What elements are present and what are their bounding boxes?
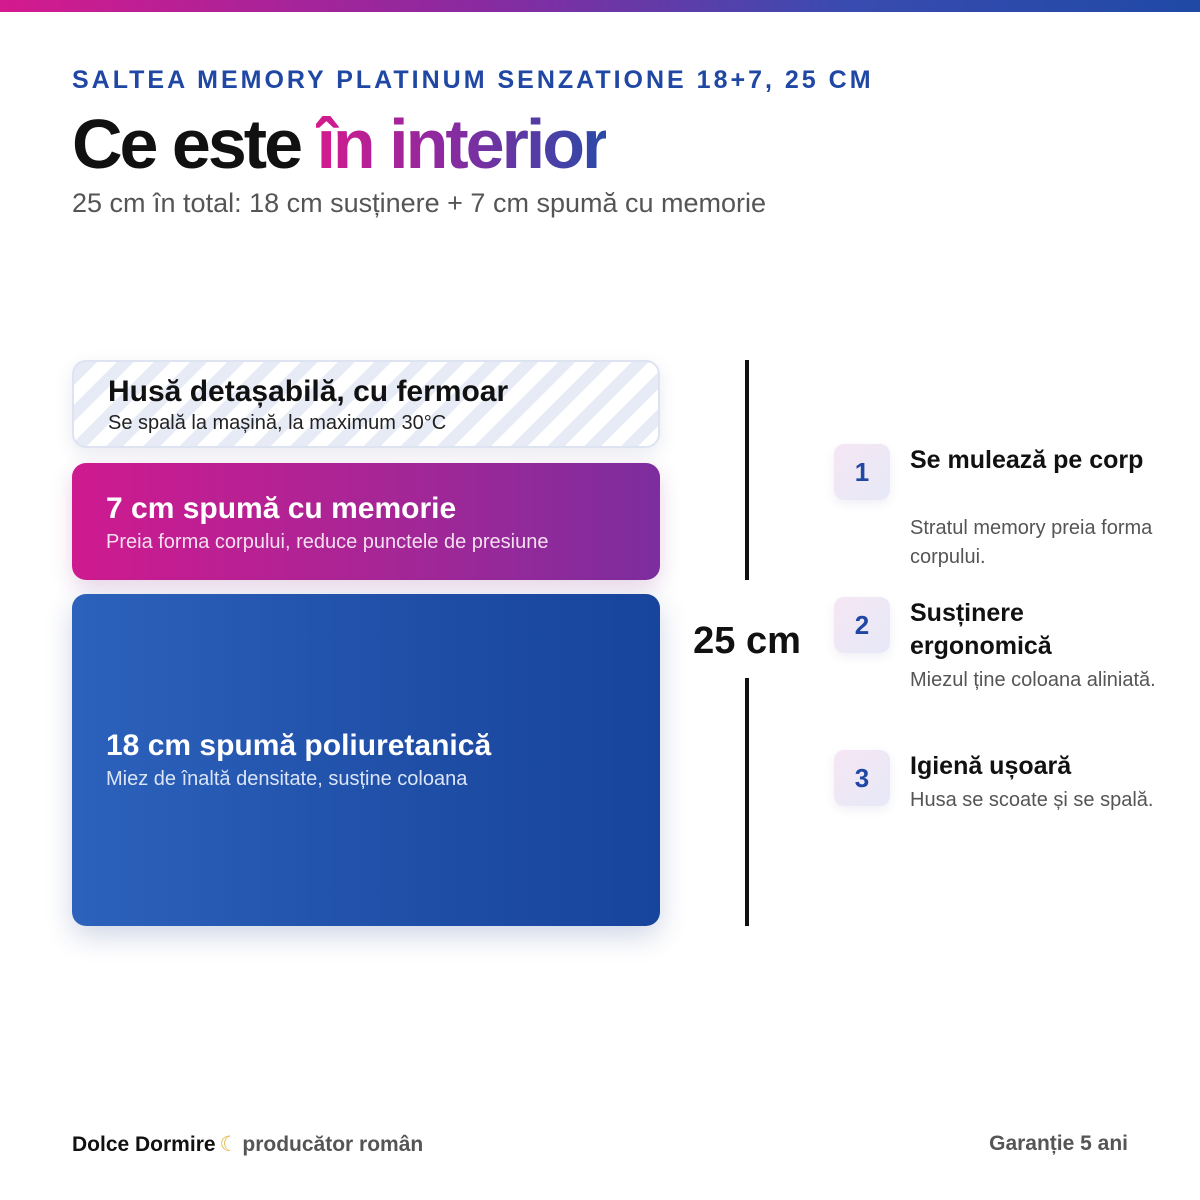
layer-cover: Husă detașabilă, cu fermoar Se spală la … (72, 360, 660, 448)
warranty-note: Garanție 5 ani (989, 1132, 1128, 1155)
brand-name: Dolce Dormire (72, 1133, 216, 1156)
layer-name: 18 cm spumă poliuretanică (106, 729, 492, 762)
product-name: SALTEA MEMORY PLATINUM SENZATIONE 18+7, … (72, 66, 874, 94)
title-start: Ce este (72, 105, 317, 183)
title-accent: în interior (316, 105, 609, 183)
layer-name: 7 cm spumă cu memorie (106, 492, 457, 525)
dimension-label: 25 cm (693, 620, 801, 662)
footer-brand: Dolce Dormire ☾ producător român (72, 1132, 423, 1157)
layer-polyurethane-core: 18 cm spumă poliuretanică Miez de înaltă… (72, 594, 660, 926)
top-gradient-bar (0, 0, 1200, 12)
brand-tagline: producător român (242, 1133, 424, 1156)
dimension-line-lower (745, 678, 749, 926)
layer-name: Husă detașabilă, cu fermoar (108, 375, 509, 408)
feature-description: Husa se scoate și se spală. (910, 789, 1154, 811)
layer-description: Preia forma corpului, reduce punctele de… (106, 531, 549, 553)
feature-title: Se mulează pe corp (910, 446, 1144, 474)
moon-icon: ☾ (219, 1133, 239, 1156)
layer-memory-foam: 7 cm spumă cu memorie Preia forma corpul… (72, 463, 660, 580)
feature-number-badge: 3 (834, 750, 890, 806)
dimension-line-upper (745, 360, 749, 580)
layer-description: Se spală la mașină, la maximum 30°C (108, 412, 447, 434)
page-title: Ce este în interior (72, 104, 609, 184)
feature-title: Igienă ușoară (910, 752, 1072, 780)
page-subtitle: 25 cm în total: 18 cm susținere + 7 cm s… (72, 188, 767, 218)
feature-title: Susținere ergonomică (910, 599, 1052, 660)
layer-description: Miez de înaltă densitate, susține coloan… (106, 768, 468, 790)
feature-description: Miezul ține coloana aliniată. (910, 669, 1156, 691)
feature-number-badge: 2 (834, 597, 890, 653)
feature-number-badge: 1 (834, 444, 890, 500)
feature-description: Stratul memory preia forma corpului. (910, 517, 1153, 568)
